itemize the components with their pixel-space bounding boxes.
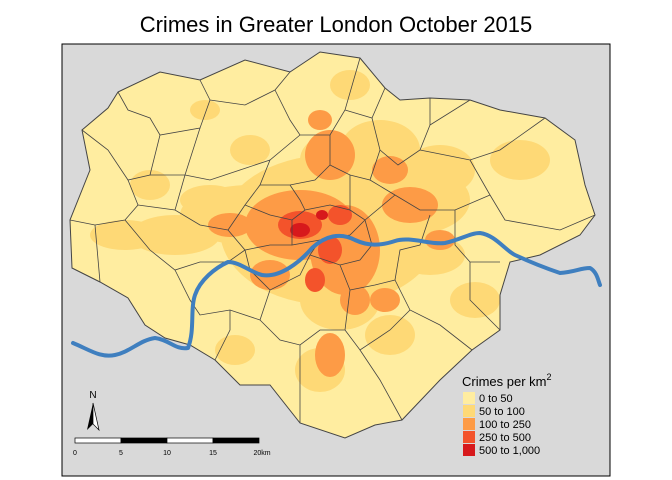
- density-hotspot-25: [208, 213, 252, 237]
- legend-swatch-0: [463, 392, 475, 404]
- density-hotspot-36: [290, 223, 310, 237]
- density-hotspot-34: [305, 268, 325, 292]
- legend-label-3: 250 to 500: [479, 432, 531, 444]
- density-hotspot-12: [215, 335, 255, 365]
- north-arrow-right-half: [92, 402, 100, 432]
- greater-london-outline: [69, 51, 596, 439]
- scale-segment-2: [120, 437, 168, 444]
- legend-label-4: 500 to 1,000: [479, 445, 540, 457]
- scale-bar: 0 5 10 15 20km: [73, 437, 271, 457]
- map-title: Crimes in Greater London October 2015: [139, 12, 533, 37]
- density-hotspot-18: [365, 315, 415, 355]
- density-hotspot-28: [370, 288, 400, 312]
- scale-tick-0: 0: [73, 450, 77, 457]
- density-hotspot-11: [450, 282, 500, 318]
- density-hotspot-29: [425, 230, 455, 250]
- north-arrow: N: [87, 390, 100, 432]
- scale-tick-10: 10: [163, 450, 171, 457]
- scale-tick-5: 5: [119, 450, 123, 457]
- river-thames: [71, 231, 602, 358]
- scale-segment-1: [74, 437, 122, 444]
- density-hotspot-5: [90, 220, 160, 250]
- density-hotspot-4: [130, 215, 220, 255]
- density-hotspot-14: [190, 100, 220, 120]
- legend-label-0: 0 to 50: [479, 393, 513, 405]
- density-hotspot-16: [180, 185, 240, 215]
- density-hotspot-10: [230, 135, 270, 165]
- scale-tick-15: 15: [209, 450, 217, 457]
- north-arrow-label: N: [89, 390, 96, 401]
- density-hotspot-21: [310, 205, 380, 295]
- density-hotspot-33: [328, 205, 352, 225]
- density-hotspot-30: [308, 110, 332, 130]
- scale-segment-3: [166, 437, 214, 444]
- north-arrow-left-half: [87, 403, 93, 430]
- legend-label-1: 50 to 100: [479, 406, 525, 418]
- legend-title-superscript: 2: [547, 372, 552, 382]
- map-frame: [61, 43, 611, 477]
- legend-title: Crimes per km2: [462, 372, 552, 389]
- legend-swatch-2: [463, 418, 475, 430]
- density-hotspot-24: [372, 156, 408, 184]
- density-hotspot-35: [318, 236, 342, 264]
- density-hotspot-8: [330, 70, 370, 100]
- legend-swatch-4: [463, 444, 475, 456]
- legend-swatch-1: [463, 405, 475, 417]
- density-hotspot-31: [340, 285, 370, 315]
- legend-label-2: 100 to 250: [479, 419, 531, 431]
- density-hotspot-37: [316, 210, 328, 220]
- legend-title-text: Crimes per km: [462, 374, 547, 389]
- scale-segment-4: [212, 437, 260, 444]
- density-hotspot-27: [315, 333, 345, 377]
- legend-swatch-3: [463, 431, 475, 443]
- density-hotspot-9: [490, 140, 550, 180]
- scale-tick-20km: 20km: [253, 450, 270, 457]
